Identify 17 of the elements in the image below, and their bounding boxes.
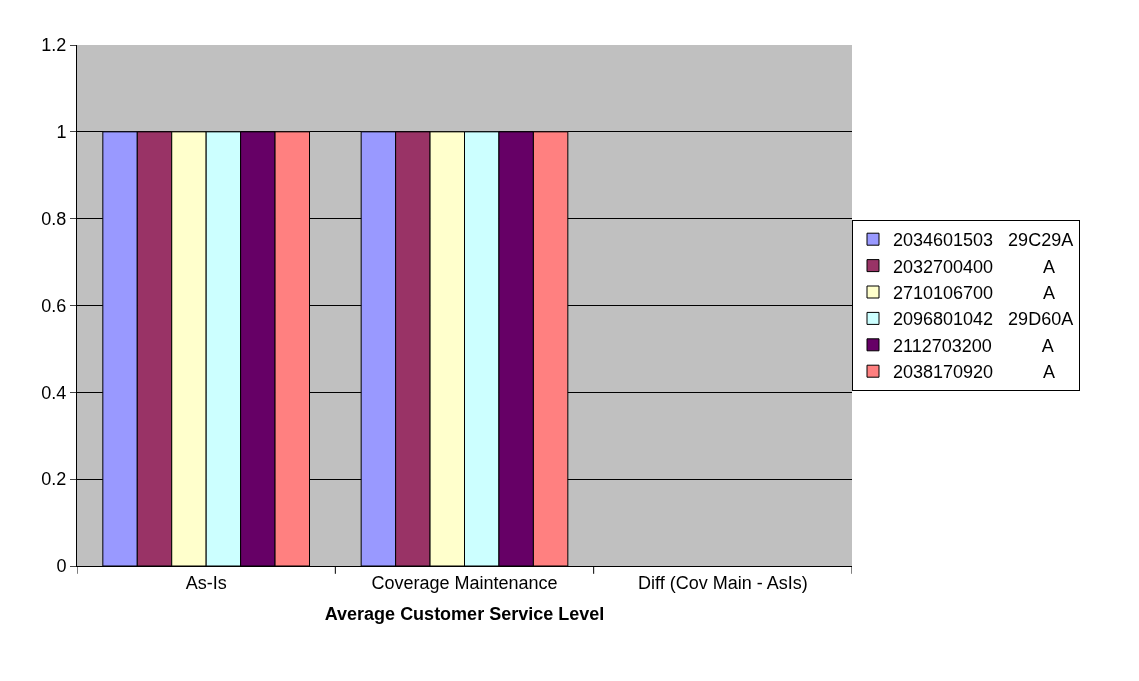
legend-label: 2034601503 29C29A (893, 230, 1074, 251)
legend-label: 2032700400 A (893, 256, 1056, 277)
x-tick-label: Coverage Maintenance (371, 572, 558, 593)
legend-label: 2710106700 A (893, 283, 1056, 304)
y-tick-label: 1 (56, 122, 67, 143)
y-tick-label: 0.2 (41, 469, 67, 490)
y-tick-label: 0.4 (41, 382, 67, 403)
x-axis-title: Average Customer Service Level (324, 603, 605, 624)
x-tick-label: As-Is (185, 572, 227, 593)
y-tick-label: 0.8 (41, 208, 67, 229)
y-tick-label: 1.2 (41, 35, 67, 56)
y-tick-label: 0 (56, 556, 67, 577)
y-tick-label: 0.6 (41, 295, 67, 316)
legend-label: 2038170920 A (893, 362, 1056, 383)
x-tick-label: Diff (Cov Main - AsIs) (637, 572, 808, 593)
legend-label: 2112703200 A (893, 335, 1054, 356)
legend-label: 2096801042 29D60A (893, 309, 1074, 330)
